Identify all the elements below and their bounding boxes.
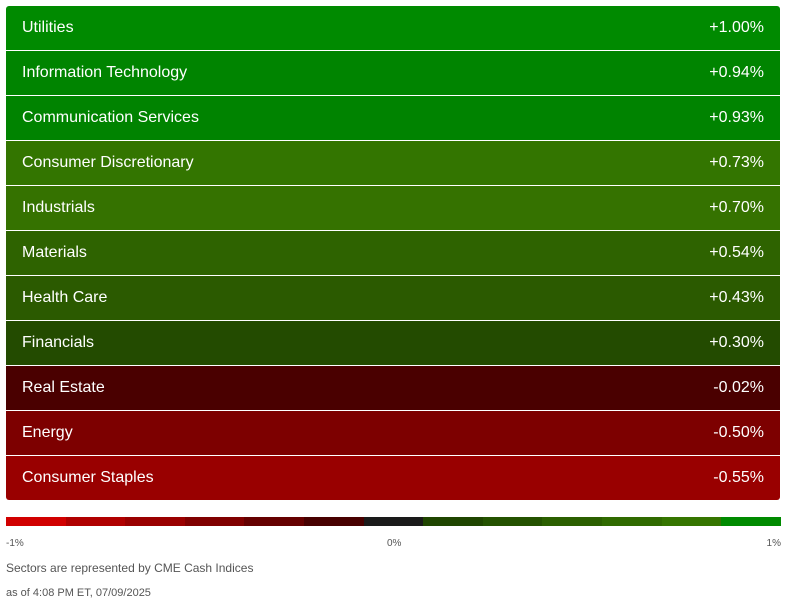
sector-row[interactable]: Communication Services +0.93% <box>6 96 780 141</box>
sector-name: Information Technology <box>22 64 188 81</box>
sector-row[interactable]: Industrials +0.70% <box>6 186 780 231</box>
sector-name: Industrials <box>22 199 95 216</box>
color-scale-legend <box>6 517 781 526</box>
sector-change: -0.50% <box>713 424 764 441</box>
sector-name: Communication Services <box>22 109 199 126</box>
sector-row[interactable]: Real Estate -0.02% <box>6 366 780 411</box>
sector-row[interactable]: Consumer Discretionary +0.73% <box>6 141 780 186</box>
scale-mid-label: 0% <box>387 538 402 549</box>
scale-segment <box>6 517 66 526</box>
sector-row[interactable]: Information Technology +0.94% <box>6 51 780 96</box>
scale-segment <box>423 517 483 526</box>
scale-max-label: 1% <box>766 538 781 549</box>
scale-segment <box>542 517 603 526</box>
scale-segment <box>244 517 305 526</box>
sector-change: +0.93% <box>709 109 764 126</box>
sector-name: Utilities <box>22 19 74 36</box>
sector-row[interactable]: Health Care +0.43% <box>6 276 780 321</box>
sector-change: +0.43% <box>709 289 764 306</box>
sector-name: Energy <box>22 424 73 441</box>
sector-change: +0.30% <box>709 334 764 351</box>
sector-name: Consumer Staples <box>22 469 154 486</box>
sector-row[interactable]: Financials +0.30% <box>6 321 780 366</box>
sector-performance-list: Utilities +1.00% Information Technology +0.… <box>6 6 780 500</box>
sector-row[interactable]: Materials +0.54% <box>6 231 780 276</box>
scale-min-label: -1% <box>6 538 24 549</box>
timestamp: as of 4:08 PM ET, 07/09/2025 <box>6 587 151 599</box>
scale-segment <box>65 517 126 526</box>
sector-change: +0.54% <box>709 244 764 261</box>
sector-name: Financials <box>22 334 95 351</box>
sector-row[interactable]: Consumer Staples -0.55% <box>6 456 780 500</box>
sector-name: Consumer Discretionary <box>22 154 194 171</box>
scale-segment <box>125 517 185 526</box>
sector-name: Real Estate <box>22 379 105 396</box>
sector-change: +0.70% <box>709 199 764 216</box>
scale-segment <box>304 517 364 526</box>
footnote: Sectors are represented by CME Cash Indi… <box>6 561 254 575</box>
sector-name: Materials <box>22 244 87 261</box>
sector-change: +0.94% <box>709 64 764 81</box>
sector-change: -0.02% <box>713 379 764 396</box>
sector-row[interactable]: Energy -0.50% <box>6 411 780 456</box>
color-scale-labels: -1% 0% 1% <box>6 538 781 552</box>
scale-segment <box>661 517 722 526</box>
scale-segment <box>482 517 543 526</box>
scale-segment <box>721 517 781 526</box>
sector-name: Health Care <box>22 289 108 306</box>
scale-segment <box>363 517 424 526</box>
sector-change: -0.55% <box>713 469 764 486</box>
sector-change: +1.00% <box>709 19 764 36</box>
scale-segment <box>602 517 662 526</box>
scale-segment <box>184 517 245 526</box>
sector-row[interactable]: Utilities +1.00% <box>6 6 780 51</box>
sector-change: +0.73% <box>709 154 764 171</box>
